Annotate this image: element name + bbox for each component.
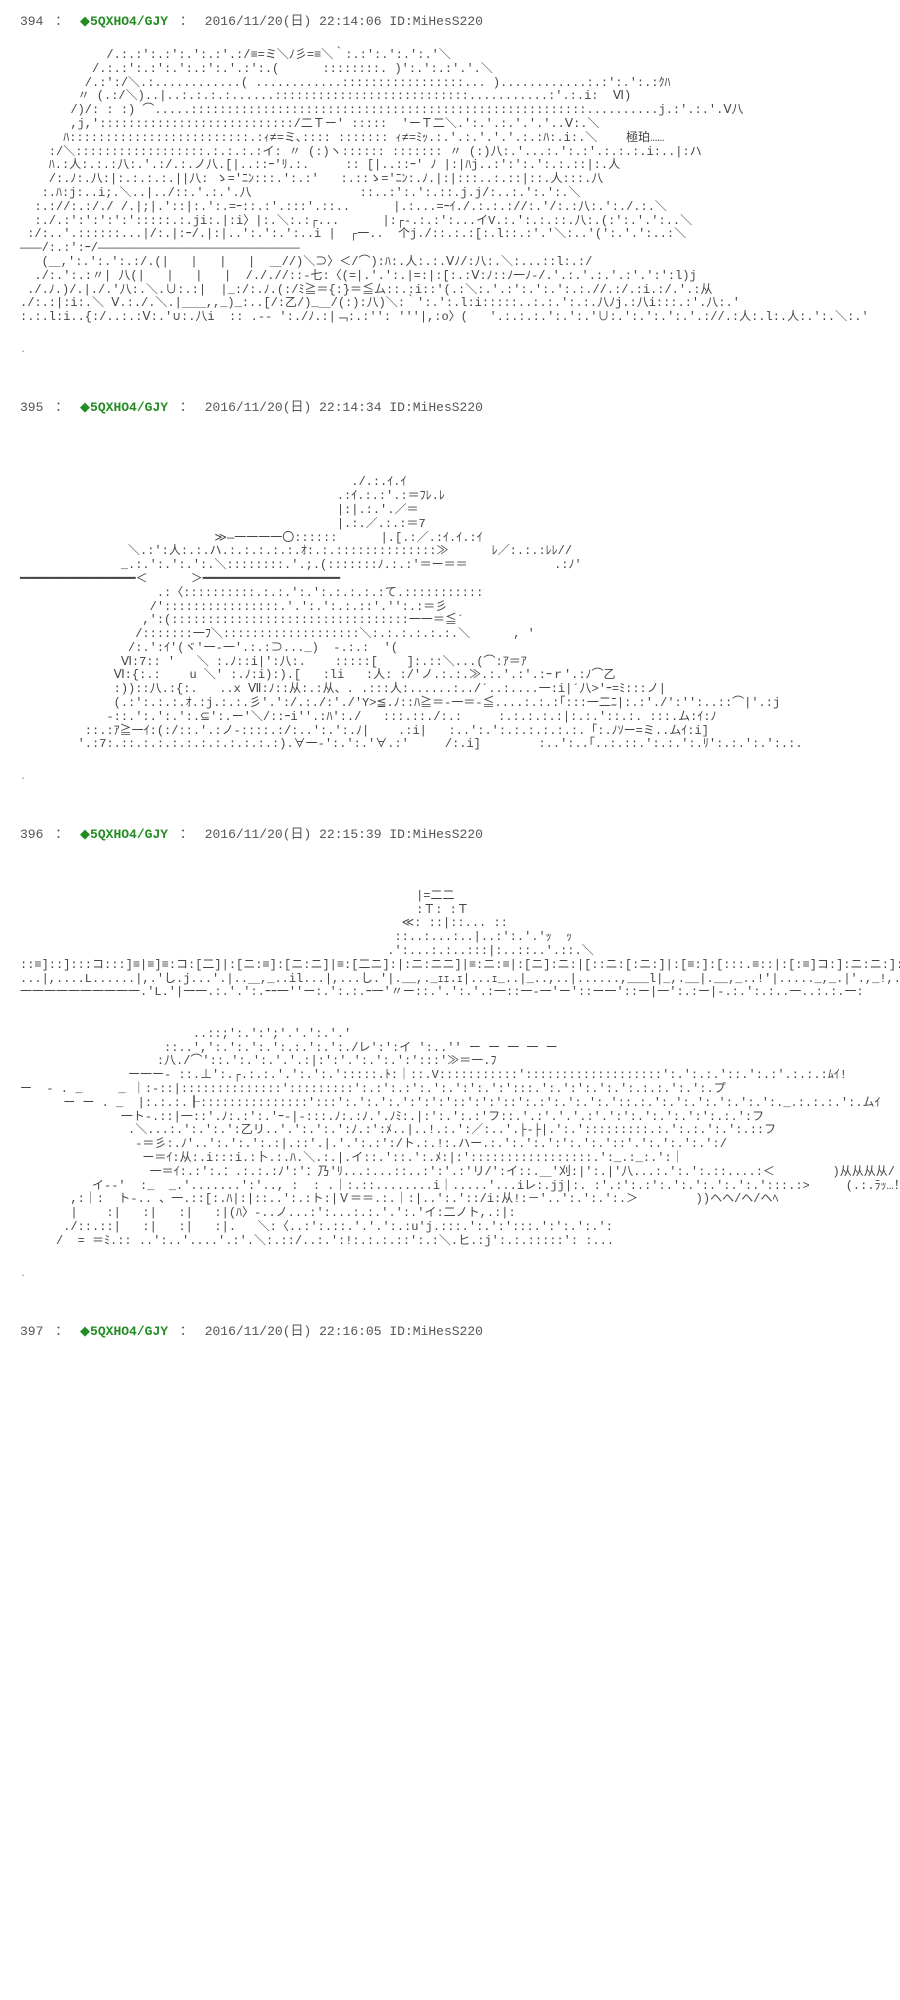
post-id: ID:MiHesS220	[389, 827, 483, 842]
post-header: 396 ： ◆5QXHO4/GJY ： 2016/11/20(日) 22:15:…	[20, 823, 880, 842]
post-footer-dot: .	[20, 772, 880, 783]
trip-diamond-icon: ◆	[80, 400, 90, 415]
post: 396 ： ◆5QXHO4/GJY ： 2016/11/20(日) 22:15:…	[20, 823, 880, 1279]
post-id: ID:MiHesS220	[389, 14, 483, 29]
tripcode[interactable]: 5QXHO4/GJY	[90, 14, 168, 29]
post-header: 395 ： ◆5QXHO4/GJY ： 2016/11/20(日) 22:14:…	[20, 396, 880, 415]
post-date: 2016/11/20(日) 22:16:05	[205, 1324, 382, 1339]
ascii-art-content: |=二二 :Ｔ: :Ｔ ≪: ::|::... :: ::..:...:..|.	[20, 862, 880, 1248]
post-id: ID:MiHesS220	[389, 1324, 483, 1339]
post-footer-dot: .	[20, 1269, 880, 1280]
separator: ：	[180, 1324, 193, 1339]
separator: ：	[55, 400, 68, 415]
separator: ：	[180, 827, 193, 842]
post-number: 395	[20, 400, 43, 415]
separator: ：	[180, 400, 193, 415]
post-number: 396	[20, 827, 43, 842]
separator: ：	[55, 1324, 68, 1339]
post-header: 394 ： ◆5QXHO4/GJY ： 2016/11/20(日) 22:14:…	[20, 10, 880, 29]
post-date: 2016/11/20(日) 22:15:39	[205, 827, 382, 842]
trip-diamond-icon: ◆	[80, 1324, 90, 1339]
post-date: 2016/11/20(日) 22:14:06	[205, 14, 382, 29]
ascii-art-content: /.:.:':.:':.':.:'.:/≡=ミ＼ﾉ彡=≡＼｀:.:':.':.'…	[20, 49, 880, 325]
post-date: 2016/11/20(日) 22:14:34	[205, 400, 382, 415]
post-id: ID:MiHesS220	[389, 400, 483, 415]
ascii-art-content: ./.:.ｲ.ｲ .:ｲ.:.:'.:＝ﾌﾚ.ﾚ |:|.:.'.／＝ |.:.…	[20, 435, 880, 752]
post: 397 ： ◆5QXHO4/GJY ： 2016/11/20(日) 22:16:…	[20, 1320, 880, 1339]
tripcode[interactable]: 5QXHO4/GJY	[90, 827, 168, 842]
post-number: 397	[20, 1324, 43, 1339]
post-header: 397 ： ◆5QXHO4/GJY ： 2016/11/20(日) 22:16:…	[20, 1320, 880, 1339]
post-number: 394	[20, 14, 43, 29]
tripcode[interactable]: 5QXHO4/GJY	[90, 400, 168, 415]
trip-diamond-icon: ◆	[80, 14, 90, 29]
separator: ：	[55, 827, 68, 842]
trip-diamond-icon: ◆	[80, 827, 90, 842]
separator: ：	[55, 14, 68, 29]
post: 394 ： ◆5QXHO4/GJY ： 2016/11/20(日) 22:14:…	[20, 10, 880, 356]
tripcode[interactable]: 5QXHO4/GJY	[90, 1324, 168, 1339]
post: 395 ： ◆5QXHO4/GJY ： 2016/11/20(日) 22:14:…	[20, 396, 880, 783]
separator: ：	[180, 14, 193, 29]
post-footer-dot: .	[20, 345, 880, 356]
